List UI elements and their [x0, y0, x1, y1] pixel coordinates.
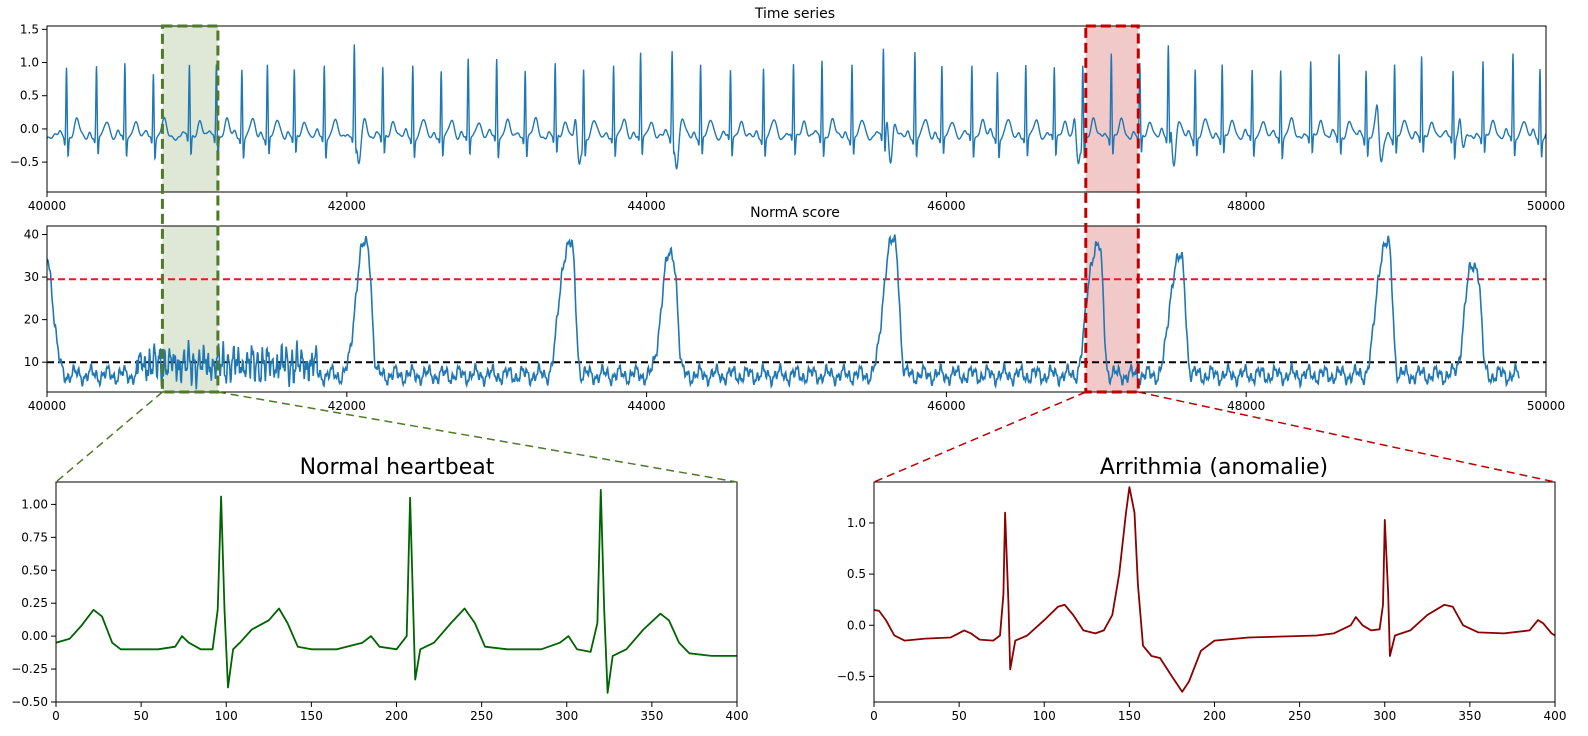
arrithmia-xtick-label: 350 — [1458, 709, 1481, 723]
normal-heartbeat-ytick-label: −0.50 — [11, 695, 48, 709]
arrithmia-xtick-label: 150 — [1118, 709, 1141, 723]
time-series-line — [47, 44, 1546, 171]
normal-heartbeat-title: Normal heartbeat — [300, 455, 495, 480]
normal-heartbeat-xtick-label: 400 — [726, 709, 749, 723]
norma-score-ytick-label: 30 — [24, 270, 39, 284]
time-series-ytick-label: 1.5 — [20, 22, 39, 36]
time-series-ytick-label: −0.5 — [10, 155, 39, 169]
normal-heartbeat-ytick-label: 0.75 — [21, 530, 48, 544]
norma-score-line — [47, 234, 1520, 390]
norma-score-xtick-label: 48000 — [1227, 399, 1265, 413]
time-series-ytick-label: 1.0 — [20, 56, 39, 70]
normal-zoom-connector-right — [217, 391, 738, 483]
time-series-panel: 40000 42000 44000 46000 48000 50000 1.5 1.0 0.5 0… — [10, 22, 1565, 213]
anomaly-zoom-connector-left — [873, 391, 1087, 483]
time-series-xtick-label: 46000 — [927, 199, 965, 213]
normal-heartbeat-line — [56, 489, 737, 694]
norma-score-xtick-label: 44000 — [628, 399, 666, 413]
normal-heartbeat-xtick-label: 100 — [215, 709, 238, 723]
time-series-title: Time series — [754, 6, 835, 22]
arrithmia-line — [874, 486, 1555, 693]
normal-heartbeat-xtick-label: 150 — [300, 709, 323, 723]
norma-score-panel: 40000 42000 44000 46000 48000 50000 40 30 20 10 — [24, 225, 1565, 413]
arrithmia-xtick-label: 250 — [1288, 709, 1311, 723]
arrithmia-ytick-label: 0.0 — [847, 618, 866, 632]
time-series-xtick-label: 50000 — [1527, 199, 1565, 213]
arrithmia-xtick-label: 100 — [1033, 709, 1056, 723]
normal-heartbeat-xtick-label: 300 — [555, 709, 578, 723]
arrithmia-ytick-label: 1.0 — [847, 516, 866, 530]
norma-score-xtick-label: 42000 — [328, 399, 366, 413]
time-series-ytick-label: 0.0 — [20, 122, 39, 136]
highlight-boxes — [55, 24, 1556, 483]
anomaly-highlight-box — [1084, 24, 1140, 394]
normal-heartbeat-ytick-label: 1.00 — [21, 497, 48, 511]
anomaly-zoom-connector-right — [1138, 391, 1556, 483]
arrithmia-xtick-label: 50 — [951, 709, 966, 723]
time-series-xtick-label: 44000 — [628, 199, 666, 213]
norma-score-xtick-label: 50000 — [1527, 399, 1565, 413]
time-series-xtick-label: 42000 — [328, 199, 366, 213]
normal-heartbeat-ytick-label: 0.00 — [21, 629, 48, 643]
normal-heartbeat-ytick-label: 0.25 — [21, 596, 48, 610]
arrithmia-ytick-label: −0.5 — [837, 669, 866, 683]
normal-heartbeat-xtick-label: 50 — [133, 709, 148, 723]
arrithmia-panel: 0 50 100 150 200 250 300 350 400 1.0 0.5 0.0 −0.5 — [837, 481, 1567, 723]
highlight-shades — [162, 26, 1139, 392]
norma-score-xtick-label: 40000 — [28, 399, 66, 413]
normal-heartbeat-xtick-label: 0 — [52, 709, 60, 723]
normal-heartbeat-ytick-label: −0.25 — [11, 662, 48, 676]
norma-score-xtick-label: 46000 — [927, 399, 965, 413]
norma-score-frame — [46, 225, 1547, 393]
arrithmia-xtick-label: 200 — [1203, 709, 1226, 723]
norma-score-title: NormA score — [750, 205, 840, 221]
normal-heartbeat-xtick-label: 350 — [640, 709, 663, 723]
norma-score-ytick-label: 40 — [24, 228, 39, 242]
normal-heartbeat-ytick-label: 0.50 — [21, 563, 48, 577]
arrithmia-xtick-label: 0 — [870, 709, 878, 723]
time-series-ytick-label: 0.5 — [20, 89, 39, 103]
time-series-xtick-label: 40000 — [28, 199, 66, 213]
norma-score-ytick-label: 20 — [24, 313, 39, 327]
normal-heartbeat-xtick-label: 200 — [385, 709, 408, 723]
time-series-xtick-label: 48000 — [1227, 199, 1265, 213]
normal-heartbeat-xtick-label: 250 — [470, 709, 493, 723]
time-series-frame — [46, 25, 1547, 193]
arrithmia-title: Arrithmia (anomalie) — [1100, 455, 1328, 480]
normal-heartbeat-frame — [55, 481, 738, 703]
arrithmia-frame — [873, 481, 1556, 703]
norma-score-ytick-label: 10 — [24, 355, 39, 369]
normal-heartbeat-panel: 0 50 100 150 200 250 300 350 400 1.00 0.75 0.50 0.25… — [11, 481, 749, 723]
arrithmia-xtick-label: 400 — [1544, 709, 1567, 723]
arrithmia-ytick-label: 0.5 — [847, 567, 866, 581]
normal-zoom-connector-left — [55, 391, 163, 483]
arrithmia-xtick-label: 300 — [1373, 709, 1396, 723]
